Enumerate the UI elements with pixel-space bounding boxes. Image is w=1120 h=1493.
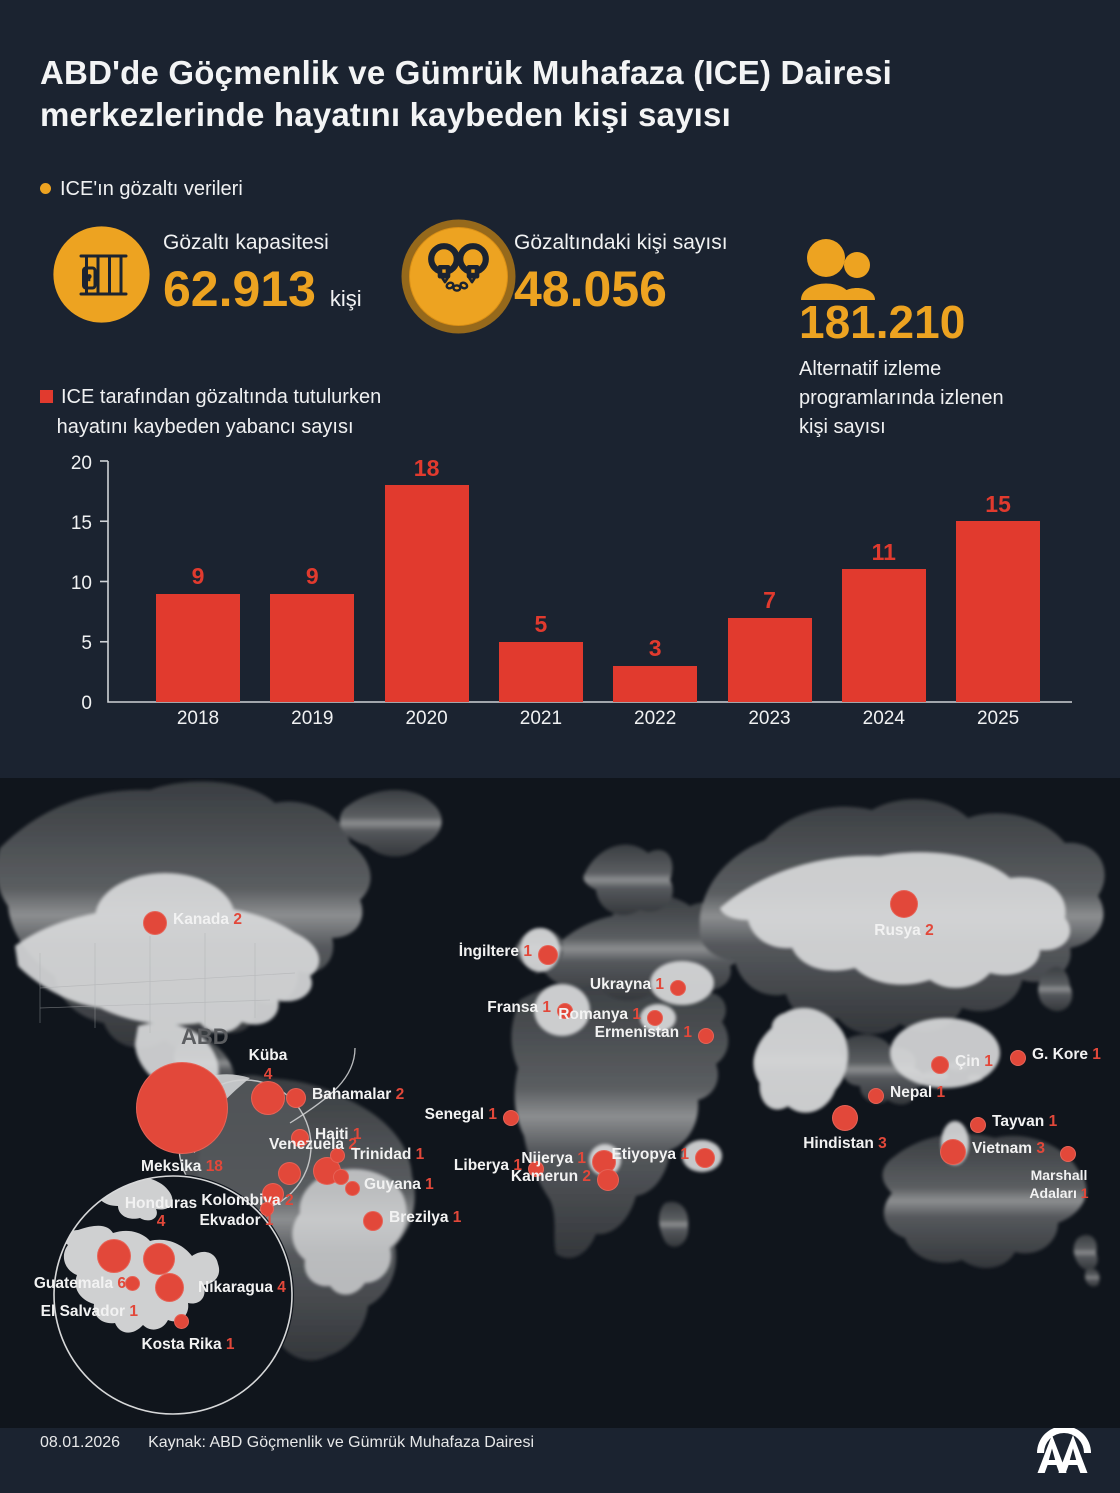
svg-text:ABD: ABD (181, 1024, 229, 1049)
